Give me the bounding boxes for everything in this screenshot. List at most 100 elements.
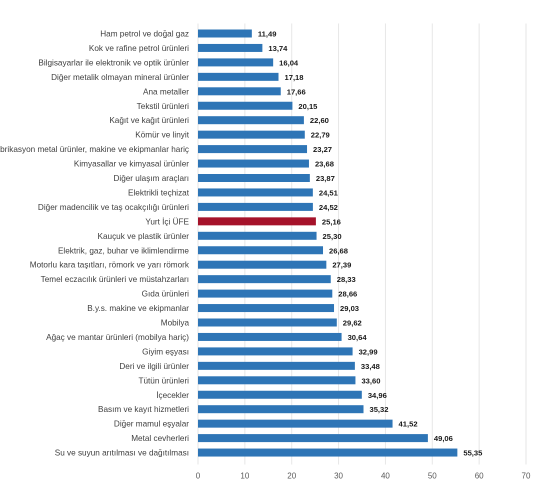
bar-3 (198, 72, 279, 81)
value-label-26: 35,32 (369, 405, 388, 414)
category-label-10: Diğer ulaşım araçları (113, 174, 189, 183)
value-label-16: 27,39 (332, 261, 351, 270)
value-label-18: 28,66 (338, 290, 357, 299)
bars (198, 29, 458, 457)
category-label-1: Kok ve rafine petrol ürünleri (89, 44, 189, 53)
value-label-9: 23,68 (315, 160, 334, 169)
value-label-6: 22,60 (310, 116, 329, 125)
category-label-2: Bilgisayarlar ile elektronik ve optik ür… (38, 58, 189, 67)
category-label-13: Yurt İçi ÜFE (145, 216, 189, 226)
category-label-17: Temel eczacılık ürünleri ve müstahzarlar… (41, 275, 189, 284)
x-tick-label-30: 30 (334, 472, 343, 480)
value-label-5: 20,15 (298, 102, 318, 111)
value-label-13: 25,16 (322, 217, 341, 226)
category-label-15: Elektrik, gaz, buhar ve iklimlendirme (58, 246, 189, 255)
category-label-22: Giyim eşyası (142, 347, 189, 356)
category-label-21: Ağaç ve mantar ürünleri (mobilya hariç) (46, 333, 189, 342)
value-label-22: 32,99 (359, 347, 378, 356)
category-label-26: Basım ve kayıt hizmetleri (98, 405, 189, 414)
value-label-29: 55,35 (463, 449, 483, 458)
bar-14 (198, 231, 317, 240)
value-label-27: 41,52 (399, 420, 418, 429)
bar-8 (198, 145, 308, 154)
bar-11 (198, 188, 313, 197)
value-label-0: 11,49 (258, 30, 277, 39)
x-tick-label-60: 60 (475, 472, 484, 480)
x-tick-label-0: 0 (196, 472, 201, 480)
bar-27 (198, 419, 393, 428)
bar-19 (198, 304, 335, 313)
bar-15 (198, 246, 324, 255)
value-label-21: 30,64 (348, 333, 368, 342)
value-label-17: 28,33 (337, 275, 356, 284)
bar-9 (198, 159, 309, 168)
category-label-11: Elektrikli teçhizat (128, 188, 190, 197)
bar-28 (198, 434, 428, 443)
x-axis-ticks: 0 10 20 30 40 50 60 70 (196, 472, 531, 480)
bar-6 (198, 116, 304, 125)
category-label-19: B.y.s. makine ve ekipmanlar (87, 304, 189, 313)
bar-12 (198, 202, 313, 211)
category-label-29: Su ve suyun arıtılması ve dağıtılması (55, 449, 189, 458)
category-labels: Ham petrol ve doğal gaz Kok ve rafine pet… (0, 30, 190, 458)
category-label-7: Kömür ve linyit (135, 131, 189, 140)
category-label-5: Tekstil ürünleri (137, 102, 190, 111)
bar-29 (198, 448, 458, 457)
value-label-19: 29,03 (340, 304, 359, 313)
bar-23 (198, 361, 355, 370)
value-label-1: 13,74 (268, 44, 288, 53)
value-label-11: 24,51 (319, 188, 339, 197)
category-label-16: Motorlu kara taşıtları, römork ve yarı r… (30, 261, 190, 270)
value-label-14: 25,30 (323, 232, 342, 241)
bar-5 (198, 101, 293, 110)
category-label-18: Gıda ürünleri (142, 290, 190, 299)
bar-24 (198, 376, 356, 385)
value-label-3: 17,18 (285, 73, 304, 82)
value-labels: 11,49 13,74 16,04 17,18 17,66 20,15 22,60 22,79… (258, 30, 483, 458)
value-label-2: 16,04 (279, 58, 299, 67)
bar-20 (198, 318, 337, 327)
category-label-25: İçecekler (156, 390, 189, 400)
category-label-28: Metal cevherleri (131, 434, 189, 443)
value-label-8: 23,27 (313, 145, 332, 154)
bar-17 (198, 275, 331, 284)
category-label-12: Diğer madencilik ve taş ocakçılığı ürünl… (38, 203, 189, 212)
bar-1 (198, 43, 263, 52)
value-label-4: 17,66 (287, 87, 306, 96)
grid-lines (197, 23, 527, 465)
x-tick-label-40: 40 (381, 472, 390, 480)
bar-2 (198, 58, 274, 67)
category-label-3: Diğer metalik olmayan mineral ürünler (51, 73, 189, 82)
category-label-4: Ana metaller (143, 87, 189, 96)
x-tick-label-70: 70 (522, 472, 531, 480)
x-tick-label-50: 50 (428, 472, 437, 480)
value-label-10: 23,87 (316, 174, 335, 183)
bar-13 (198, 217, 316, 226)
value-label-12: 24,52 (319, 203, 338, 212)
value-label-25: 34,96 (368, 391, 387, 400)
category-label-9: Kimyasallar ve kimyasal ürünler (74, 160, 189, 169)
value-label-7: 22,79 (311, 131, 330, 140)
bar-22 (198, 347, 353, 356)
value-label-24: 33,60 (361, 376, 380, 385)
bar-26 (198, 405, 364, 414)
bar-10 (198, 174, 310, 182)
bar-25 (198, 390, 362, 399)
value-label-20: 29,62 (343, 319, 362, 328)
x-tick-label-20: 20 (287, 472, 296, 480)
category-label-23: Deri ve ilgili ürünler (119, 362, 189, 371)
bar-18 (198, 289, 333, 298)
category-label-27: Diğer mamul eşyalar (114, 420, 189, 429)
category-label-8: Fabrikasyon metal ürünler, makine ve eki… (0, 145, 189, 154)
value-label-15: 26,68 (329, 246, 348, 255)
value-label-28: 49,06 (434, 434, 453, 443)
bar-21 (198, 332, 342, 341)
bar-7 (198, 130, 305, 139)
value-label-23: 33,48 (361, 362, 380, 371)
category-label-24: Tütün ürünleri (138, 376, 189, 385)
bar-16 (198, 260, 327, 269)
category-label-6: Kağıt ve kağıt ürünleri (109, 116, 189, 125)
category-label-20: Mobilya (161, 319, 190, 328)
category-label-0: Ham petrol ve doğal gaz (100, 30, 189, 39)
